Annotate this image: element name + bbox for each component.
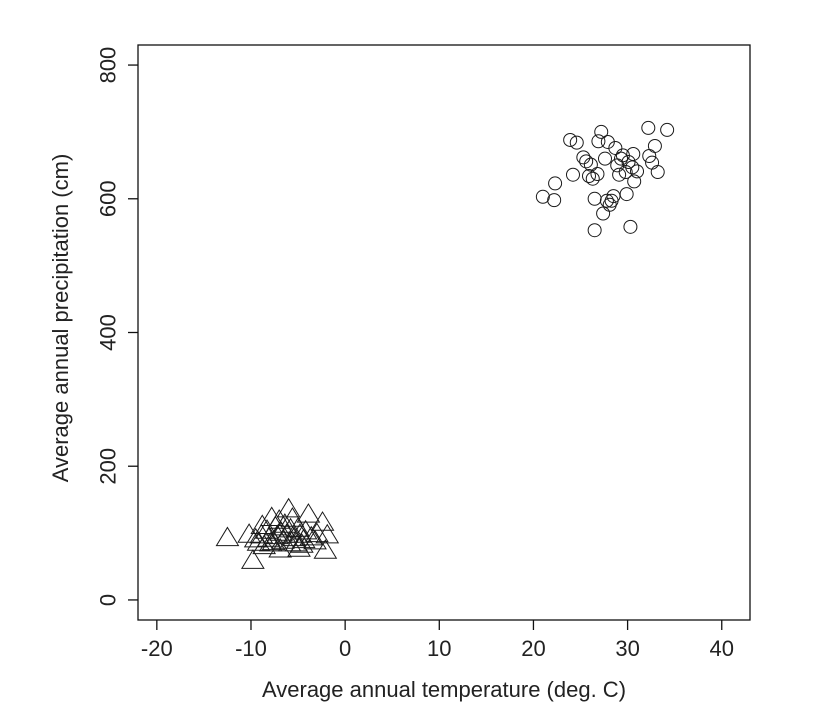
x-tick-label: -20 (141, 636, 173, 661)
circle-point (587, 223, 602, 238)
triangle-point (276, 497, 301, 518)
triangle-point (272, 513, 297, 533)
circle-point (587, 191, 602, 206)
triangle-point (267, 509, 292, 529)
triangle-point (240, 549, 265, 569)
circle-point (576, 150, 591, 165)
x-tick-label: 20 (521, 636, 545, 661)
circle-point (630, 164, 645, 179)
y-tick-label: 600 (96, 180, 121, 217)
triangle-point (250, 514, 275, 535)
x-axis: -20 -10 0 10 20 30 40 (141, 620, 734, 661)
circle-point (596, 206, 611, 221)
x-tick-label: 40 (710, 636, 734, 661)
triangle-point (277, 531, 302, 552)
triangle-point (315, 523, 340, 544)
triangle-point (313, 539, 338, 559)
triangle-point (299, 525, 324, 546)
circle-point (627, 174, 642, 189)
triangle-point (259, 506, 284, 527)
circle-point (583, 157, 598, 172)
y-tick-label: 200 (96, 448, 121, 485)
y-axis-title: Average annual precipitation (cm) (48, 154, 73, 483)
y-tick-label: 0 (96, 594, 121, 606)
plot-area-frame (137, 44, 751, 621)
circle-point (626, 146, 641, 161)
circle-point (585, 171, 600, 186)
triangle-point (296, 503, 321, 523)
triangle-point (286, 517, 310, 537)
data-points (215, 120, 675, 569)
circle-point (598, 151, 613, 166)
circle-point (569, 135, 584, 150)
triangle-point (310, 511, 335, 531)
circle-point (650, 165, 665, 180)
circle-point (621, 155, 636, 170)
triangle-point (258, 531, 283, 552)
x-tick-label: -10 (235, 636, 267, 661)
circle-point (608, 140, 623, 155)
circle-point (591, 134, 606, 149)
circle-point (581, 169, 596, 184)
circle-point (563, 132, 578, 147)
circle-point (619, 187, 634, 202)
triangle-point (278, 517, 303, 538)
triangle-point (256, 527, 281, 547)
circle-point (590, 167, 605, 182)
triangle-point (303, 529, 327, 550)
triangle-point (293, 519, 318, 540)
circle-point (547, 193, 562, 208)
circle-point (647, 138, 662, 153)
circle-point (623, 219, 638, 234)
x-axis-title: Average annual temperature (deg. C) (262, 677, 626, 702)
circle-point (535, 189, 550, 204)
x-tick-label: 10 (427, 636, 451, 661)
x-tick-label: 30 (615, 636, 639, 661)
triangle-point (268, 537, 293, 558)
circle-point (548, 176, 563, 191)
triangle-point (287, 537, 311, 557)
circle-point (660, 122, 675, 137)
circle-point (612, 167, 627, 182)
circle-point (641, 120, 656, 135)
y-axis: 0 200 400 600 800 (96, 47, 138, 606)
triangle-point (280, 507, 305, 527)
circle-point (614, 151, 629, 166)
circle-point (594, 124, 609, 139)
circle-point (565, 167, 580, 182)
x-tick-label: 0 (339, 636, 351, 661)
y-tick-label: 400 (96, 314, 121, 351)
triangle-point (215, 526, 240, 547)
circle-point (579, 154, 594, 169)
y-tick-label: 800 (96, 47, 121, 84)
triangle-point (246, 531, 271, 551)
